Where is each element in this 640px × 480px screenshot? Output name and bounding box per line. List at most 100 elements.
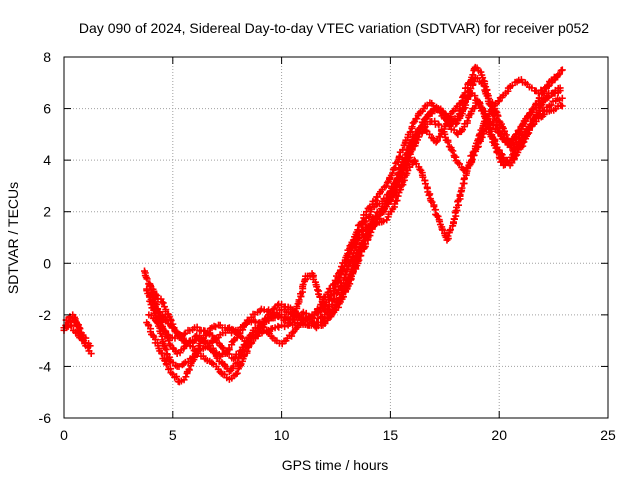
data-point [532, 104, 540, 112]
data-point [341, 271, 349, 279]
data-point [433, 137, 441, 145]
data-point [556, 70, 564, 78]
data-point [459, 165, 467, 173]
data-point [468, 155, 476, 163]
data-point [486, 101, 494, 109]
data-point [182, 373, 190, 381]
data-point [352, 234, 360, 242]
data-point [338, 268, 346, 276]
data-point [303, 315, 311, 323]
data-point [490, 111, 498, 119]
y-tick-label: -2 [39, 307, 52, 323]
data-point [313, 318, 321, 326]
data-point [218, 343, 226, 351]
data-point [421, 180, 429, 188]
y-tick-label: -6 [39, 410, 52, 426]
data-point [538, 99, 546, 107]
data-point [86, 342, 94, 350]
data-point [241, 343, 249, 351]
data-point [535, 94, 543, 102]
x-tick-label: 20 [491, 427, 507, 443]
data-point [500, 154, 508, 162]
data-point [332, 283, 340, 291]
data-point [545, 93, 553, 101]
data-point [193, 323, 201, 331]
axis-ticks [63, 56, 609, 419]
plot-frame [63, 56, 609, 419]
data-point [366, 220, 374, 228]
data-point [293, 309, 301, 317]
data-point [157, 318, 165, 326]
data-point [558, 66, 566, 74]
data-point [327, 310, 335, 318]
data-point [65, 314, 73, 322]
data-point [288, 329, 296, 337]
data-point [274, 322, 282, 330]
data-point [288, 332, 296, 340]
data-point [163, 361, 171, 369]
data-point [478, 103, 486, 111]
data-point [158, 298, 166, 306]
data-point [527, 109, 535, 117]
data-point [408, 123, 416, 131]
data-point [427, 197, 435, 205]
data-point [452, 120, 460, 128]
data-point [143, 275, 151, 283]
data-point [67, 321, 75, 329]
data-point [380, 217, 388, 225]
data-point [149, 296, 157, 304]
data-point [411, 134, 419, 142]
data-point [67, 322, 75, 330]
data-point [165, 336, 173, 344]
data-point [382, 194, 390, 202]
x-tick-label: 0 [60, 427, 68, 443]
data-point [434, 212, 442, 220]
data-point [158, 350, 166, 358]
data-point [558, 102, 566, 110]
data-point [458, 184, 466, 192]
data-point [159, 299, 167, 307]
data-point [346, 250, 354, 258]
data-point [479, 74, 487, 82]
data-point [360, 218, 368, 226]
data-point [334, 277, 342, 285]
data-point [151, 290, 159, 298]
x-tick-label: 5 [169, 427, 177, 443]
y-tick-label: -4 [39, 358, 52, 374]
data-point [407, 128, 415, 136]
x-tick-label: 10 [274, 427, 290, 443]
data-point [167, 316, 175, 324]
data-point [521, 132, 529, 140]
data-point [455, 160, 463, 168]
data-point [399, 146, 407, 154]
data-point [73, 320, 81, 328]
data-point [446, 227, 454, 235]
data-point [325, 295, 333, 303]
x-tick-labels: 0 5 10 15 20 25 [60, 427, 616, 443]
data-point [239, 326, 247, 334]
data-point [499, 134, 507, 142]
data-point [515, 126, 523, 134]
data-point [281, 323, 289, 331]
data-point [205, 329, 213, 337]
x-tick-label: 15 [383, 427, 399, 443]
data-point [238, 347, 246, 355]
data-point [302, 316, 310, 324]
data-point [444, 232, 452, 240]
data-point [347, 246, 355, 254]
data-point [470, 151, 478, 159]
data-point [76, 325, 84, 333]
data-point [497, 150, 505, 158]
data-point [398, 162, 406, 170]
data-point [556, 84, 564, 92]
data-point [87, 350, 95, 358]
data-point [409, 119, 417, 127]
data-point [191, 337, 199, 345]
data-point [451, 215, 459, 223]
y-tick-label: 0 [43, 255, 51, 271]
data-points [60, 63, 566, 386]
gridlines [64, 57, 608, 418]
data-point [444, 113, 452, 121]
data-point [372, 212, 380, 220]
data-point [552, 74, 560, 82]
